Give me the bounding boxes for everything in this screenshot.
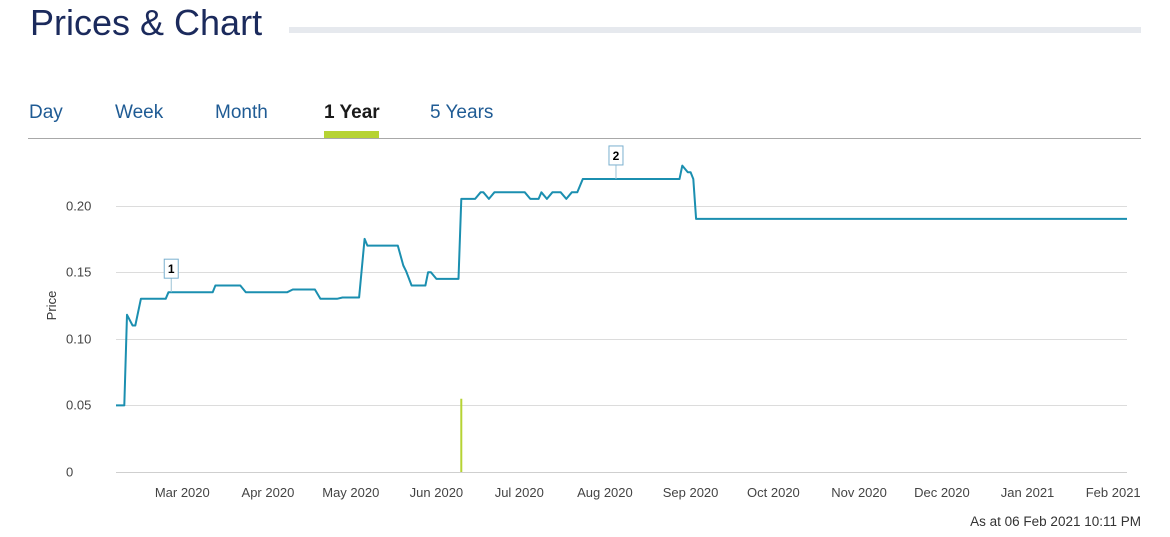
annotation-box [608,145,624,166]
page-title: Prices & Chart [30,2,263,43]
y-tick-label: 0.10 [66,332,91,347]
y-axis-label: Price [44,291,59,321]
price-series-line[interactable] [116,164,1127,407]
annotation-flag[interactable]: 1 [163,258,179,293]
x-tick-label: Aug 2020 [577,485,633,500]
x-tick-label: Jun 2020 [410,485,464,500]
x-tick-label: Oct 2020 [747,485,800,500]
y-tick-label: 0.05 [66,398,91,413]
x-tick-label: Feb 2021 [1086,485,1141,500]
annotation-label: 1 [168,262,175,276]
tab-day[interactable]: Day [29,102,63,123]
x-tick-label: Jan 2021 [1001,485,1055,500]
tab-1-year[interactable]: 1 Year [324,102,380,123]
volume-bar [460,398,463,472]
x-tick-label: Dec 2020 [914,485,970,500]
annotation-label: 2 [613,149,620,163]
y-tick-label: 0.20 [66,199,91,214]
x-tick-label: Apr 2020 [242,485,295,500]
y-tick-label: 0.15 [66,265,91,280]
tab-5-years[interactable]: 5 Years [430,102,494,123]
title-divider [289,27,1141,33]
annotation-box [163,258,179,279]
x-tick-label: Mar 2020 [155,485,210,500]
tab-week[interactable]: Week [115,102,164,123]
x-tick-label: May 2020 [322,485,379,500]
tab-month[interactable]: Month [215,102,268,123]
x-tick-label: Nov 2020 [831,485,887,500]
price-chart[interactable]: 0 0.05 0.10 0.15 0.20 Price Mar 2020 Apr 2020 Ma… [0,139,1170,509]
x-tick-label: Sep 2020 [663,485,719,500]
x-tick-label: Jul 2020 [495,485,544,500]
as-at-timestamp: As at 06 Feb 2021 10:11 PM [970,514,1141,529]
active-tab-indicator [324,131,379,138]
tabs-divider [28,138,1141,139]
period-tabs: Day Week Month 1 Year 5 Years [0,100,1141,140]
y-tick-label: 0 [66,465,73,480]
annotation-flag[interactable]: 2 [608,145,624,179]
